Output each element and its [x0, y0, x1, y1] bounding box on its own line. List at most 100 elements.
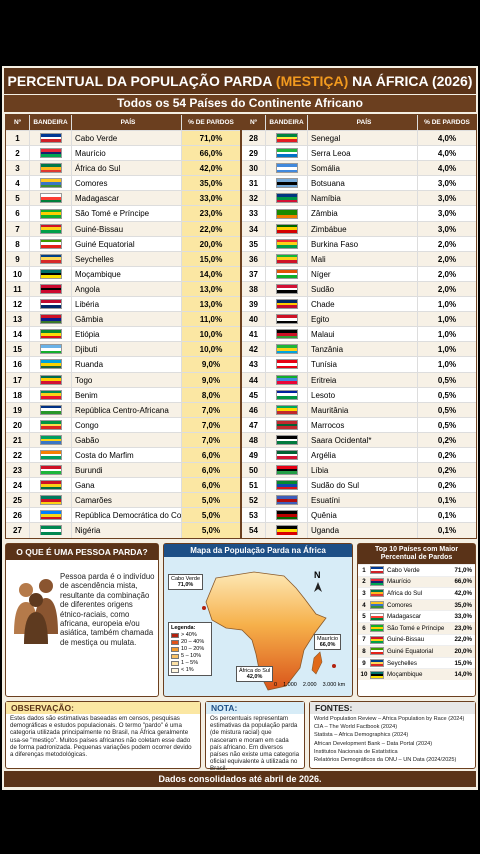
rank: 23 [6, 463, 30, 478]
flag-cell [30, 417, 72, 432]
footer: Dados consolidados até abril de 2026. [4, 771, 476, 787]
flag [39, 253, 62, 264]
flag [275, 434, 298, 445]
flag [275, 344, 298, 355]
flag-stripe [276, 284, 297, 288]
flag-stripe [40, 184, 61, 188]
callout: Maurício 66,0% [314, 634, 342, 650]
legend: Legenda: > 40% 20 – 40% 10 – 20% 5 – 10% 1 – … [168, 622, 212, 676]
top10-row: 1 Cabo Verde 71,0% [358, 564, 475, 576]
flag-stripe [40, 335, 61, 339]
flag-cell [266, 297, 308, 312]
flag-stripe [276, 380, 297, 384]
percent: 0,5% [437, 375, 457, 385]
rank: 8 [6, 236, 30, 251]
country: Madagascar [72, 191, 182, 206]
percent: 3,0% [437, 224, 457, 234]
rank: 37 [242, 266, 266, 281]
flag-stripe [40, 360, 61, 364]
rank: 3 [6, 161, 30, 176]
flag-stripe [276, 405, 297, 409]
flag-cell [266, 342, 308, 357]
flag [275, 299, 298, 310]
flag-stripe [276, 411, 297, 414]
top10-row: 3 África do Sul 42,0% [358, 587, 475, 599]
flag-stripe [40, 182, 61, 185]
percent: 33,0% [182, 191, 240, 206]
legend-title: Legenda: [171, 625, 196, 631]
flag-cell [266, 463, 308, 478]
flag-stripe [276, 375, 297, 379]
flag-cell [266, 357, 308, 372]
definition-box: O QUE É UMA PESSOA PARDA? Pessoa parda é… [5, 543, 159, 697]
row: 43 Tunísia 1,0% [242, 356, 476, 372]
row: 26 República Democrática do Congo5,0% [6, 507, 240, 523]
callout-value: 42,0% [246, 674, 263, 680]
rank: 11 [6, 281, 30, 297]
flag [275, 525, 298, 536]
flag [39, 389, 62, 400]
flag-stripe [371, 606, 383, 609]
flag [39, 419, 62, 430]
flag [39, 299, 62, 310]
flag-stripe [40, 435, 61, 439]
flag-stripe [40, 242, 61, 246]
legend-label: > 40% [181, 632, 197, 638]
flag-stripe [40, 411, 61, 414]
flag-stripe [371, 625, 383, 628]
callout-name: África do Sul [239, 668, 271, 674]
flag-stripe [371, 613, 383, 616]
row: 9 Seychelles 15,0% [6, 250, 240, 266]
rank: 16 [6, 357, 30, 372]
flag-cell [266, 176, 308, 191]
flag-cell [266, 387, 308, 402]
row: 45 Lesoto 0,5% [242, 386, 476, 402]
flag-stripe [371, 567, 383, 570]
country: Sudão do Sul [308, 478, 418, 493]
flag-stripe [276, 390, 297, 394]
legend-swatch [171, 646, 179, 652]
row: 17 Togo 9,0% [6, 371, 240, 387]
scale-label: 1.000 [283, 682, 297, 688]
flag-stripe [276, 514, 297, 517]
country: Tunísia [308, 357, 418, 372]
flag-stripe [276, 320, 297, 324]
row: 30 Somália 4,0% [242, 160, 476, 176]
percent: 5,0% [182, 523, 240, 538]
country: Quênia [308, 508, 418, 523]
rank: 4 [6, 176, 30, 191]
flag-stripe [40, 166, 61, 170]
rank: 12 [6, 297, 30, 312]
flag-stripe [276, 456, 297, 460]
percent: 4,0% [437, 134, 457, 143]
rank: 34 [242, 221, 266, 236]
row: 16 Ruanda 9,0% [6, 356, 240, 372]
flag [39, 283, 62, 294]
percent: 3,0% [437, 179, 457, 189]
flag-stripe [40, 302, 61, 306]
flag-cell [266, 493, 308, 508]
map: N [202, 570, 336, 691]
row: 47 Marrocos 0,5% [242, 416, 476, 432]
flag-stripe [40, 471, 61, 475]
flag-stripe [40, 516, 61, 520]
percent: 20,0% [182, 236, 240, 251]
legend-item: > 40% [171, 632, 209, 638]
observation-box: OBSERVAÇÃO: Estes dados são estimativas … [5, 701, 201, 769]
flag [370, 601, 384, 610]
percent: 1,0% [437, 315, 457, 325]
flag [39, 359, 62, 370]
rank: 30 [242, 161, 266, 176]
flag-stripe [371, 602, 383, 605]
flag-stripe [276, 260, 297, 263]
percent: 0,5% [437, 420, 457, 430]
rank: 49 [242, 447, 266, 463]
flag-stripe [276, 254, 297, 258]
flag-cell [30, 463, 72, 478]
country: Líbia [308, 463, 418, 478]
flag [370, 670, 384, 679]
percent: 42,0% [182, 161, 240, 176]
legend-item: < 1% [171, 667, 209, 673]
top10-row: 6 São Tomé e Príncipe 23,0% [358, 621, 475, 634]
north: N [314, 570, 321, 580]
